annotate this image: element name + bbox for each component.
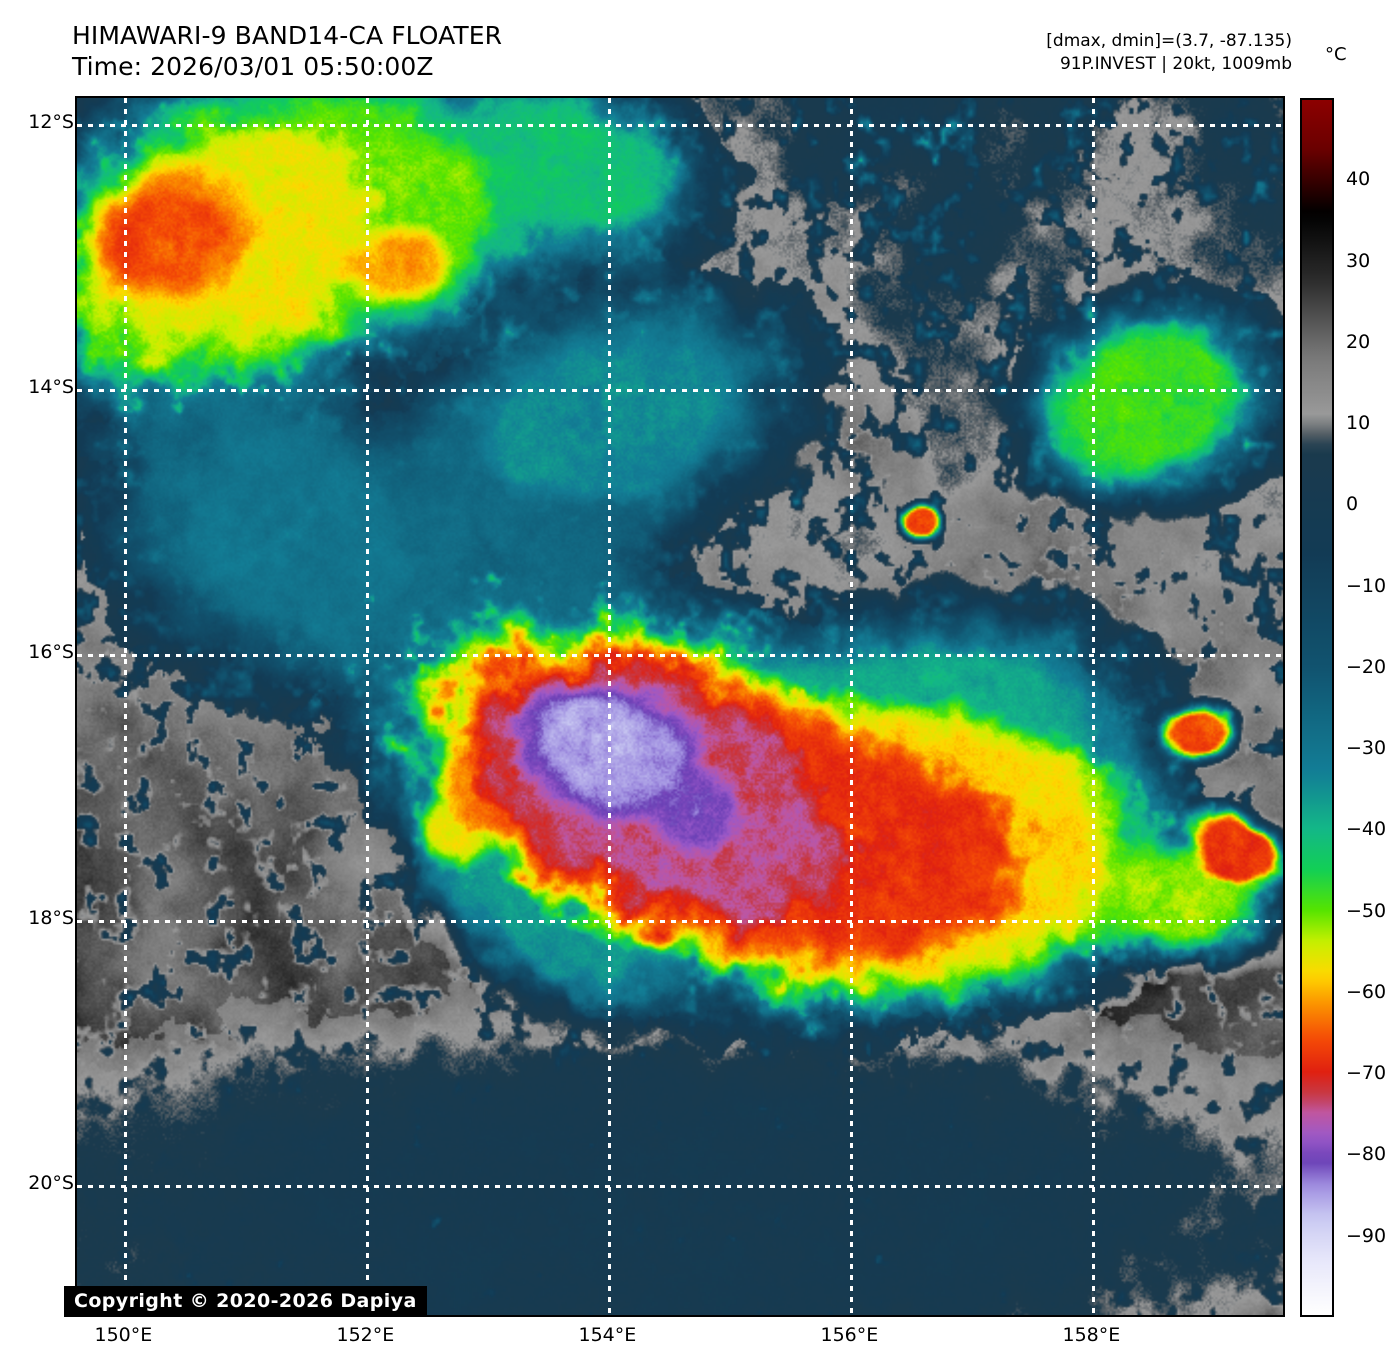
- colorbar-tick-40: 40: [1346, 168, 1371, 191]
- colorbar-tick-10: 10: [1346, 412, 1371, 435]
- x-axis-tick-152: 152°E: [336, 1324, 395, 1346]
- temperature-colorbar[interactable]: [1300, 98, 1334, 1317]
- y-axis-tick-20: 20°S: [28, 1172, 74, 1195]
- x-axis-tick-150: 150°E: [94, 1324, 153, 1346]
- page-title: HIMAWARI-9 BAND14-CA FLOATER: [72, 21, 503, 50]
- y-axis-tick-12: 12°S: [28, 110, 74, 133]
- colorbar-unit-label: °C: [1325, 44, 1347, 65]
- storm-info-label: 91P.INVEST | 20kt, 1009mb: [1059, 54, 1292, 74]
- y-axis-tick-14: 14°S: [28, 375, 74, 398]
- colorbar-tick-minus30: −30: [1346, 737, 1387, 760]
- colorbar-tick-30: 30: [1346, 249, 1371, 272]
- dminmax-label: [dmax, dmin]=(3.7, -87.135): [1046, 31, 1292, 51]
- colorbar-tick-minus70: −70: [1346, 1062, 1387, 1085]
- x-axis-tick-156: 156°E: [820, 1324, 879, 1346]
- metadata-block: [dmax, dmin]=(3.7, -87.135) 91P.INVEST |…: [1046, 30, 1292, 76]
- timestamp-label: Time: 2026/03/01 05:50:00Z: [72, 52, 434, 81]
- satellite-image-plot[interactable]: [75, 96, 1285, 1317]
- y-axis-tick-16: 16°S: [28, 641, 74, 664]
- colorbar-tick-minus90: −90: [1346, 1224, 1387, 1247]
- colorbar-tick-minus10: −10: [1346, 574, 1387, 597]
- satellite-ir-heatmap: [77, 98, 1283, 1315]
- x-axis-tick-158: 158°E: [1062, 1324, 1121, 1346]
- colorbar-tick-minus40: −40: [1346, 818, 1387, 841]
- title-block: HIMAWARI-9 BAND14-CA FLOATER Time: 2026/…: [72, 20, 502, 82]
- colorbar-tick-minus80: −80: [1346, 1143, 1387, 1166]
- colorbar-tick-20: 20: [1346, 330, 1371, 353]
- colorbar-gradient: [1302, 100, 1332, 1315]
- y-axis-tick-18: 18°S: [28, 906, 74, 929]
- colorbar-tick-0: 0: [1346, 493, 1359, 516]
- colorbar-tick-minus20: −20: [1346, 655, 1387, 678]
- x-axis-tick-154: 154°E: [578, 1324, 637, 1346]
- colorbar-tick-minus60: −60: [1346, 980, 1387, 1003]
- colorbar-tick-minus50: −50: [1346, 899, 1387, 922]
- copyright-watermark: Copyright © 2020-2026 Dapiya: [64, 1286, 427, 1317]
